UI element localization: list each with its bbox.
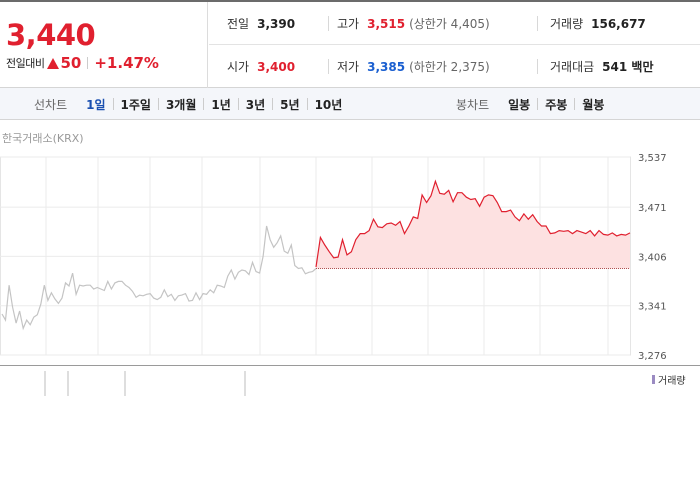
divider (537, 16, 538, 31)
chart-toolbar: 선차트 1일 1주일 3개월 1년 3년 5년 10년 봉차트 일봉 주봉 월봉 (0, 88, 700, 120)
divider (237, 98, 239, 110)
change-row: 전일대비 50 +1.47% (6, 54, 159, 72)
divider (537, 59, 538, 74)
stat-amount: 거래대금 541 백만 (550, 45, 653, 88)
y-tick-label: 3,537 (638, 153, 667, 164)
today-area (316, 181, 630, 269)
stats-table: 전일 3,390 고가 3,515 (상한가 4,405) 거래량 156,67… (209, 2, 700, 88)
y-tick-label: 3,471 (638, 203, 667, 214)
stat-value: 541 백만 (602, 60, 654, 74)
stat-label: 저가 (337, 60, 360, 74)
stat-low: 저가 3,385 (하한가 2,375) (337, 45, 490, 88)
stat-label: 거래량 (550, 17, 584, 31)
candle-chart-title: 봉차트 (456, 97, 490, 112)
period-tab[interactable]: 3년 (245, 97, 266, 112)
stat-open: 시가 3,400 (227, 45, 295, 88)
exchange-label: 한국거래소(KRX) (2, 132, 84, 145)
y-tick-label: 3,341 (638, 302, 667, 313)
change-value: 50 (60, 54, 82, 72)
price-chart[interactable]: 3,537 3,471 3,406 3,341 3,276 (0, 120, 700, 410)
stat-label: 거래대금 (550, 60, 595, 74)
stat-label: 전일 (227, 17, 250, 31)
change-label: 전일대비 (6, 57, 45, 70)
current-price: 3,440 (6, 18, 96, 52)
volume-swatch (652, 375, 655, 384)
stat-value: 3,390 (257, 16, 296, 31)
change-percent: +1.47% (94, 54, 159, 72)
line-chart-title: 선차트 (34, 97, 68, 112)
period-tab[interactable]: 10년 (314, 97, 343, 112)
candle-period-tab[interactable]: 주봉 (545, 97, 568, 112)
stats-row: 전일 3,390 고가 3,515 (상한가 4,405) 거래량 156,67… (209, 2, 700, 45)
stat-high: 고가 3,515 (상한가 4,405) (337, 2, 490, 45)
divider (537, 98, 539, 110)
line-chart-periods: 선차트 1일 1주일 3개월 1년 3년 5년 10년 (34, 88, 349, 120)
period-tab[interactable]: 3개월 (165, 97, 197, 112)
price-box: 3,440 전일대비 50 +1.47% (0, 2, 208, 88)
period-tab[interactable]: 1일 (86, 97, 106, 112)
top-border (0, 0, 700, 2)
stat-value: 3,385 (367, 59, 406, 74)
stat-volume: 거래량 156,677 (550, 2, 646, 45)
candle-period-tab[interactable]: 월봉 (582, 97, 605, 112)
y-tick-label: 3,276 (638, 351, 667, 362)
volume-legend: 거래량 (652, 372, 686, 387)
divider (328, 16, 329, 31)
period-tab[interactable]: 1주일 (120, 97, 151, 112)
stat-value: 3,400 (257, 59, 296, 74)
divider (87, 57, 89, 69)
y-tick-label: 3,406 (638, 252, 667, 263)
stats-row: 시가 3,400 저가 3,385 (하한가 2,375) 거래대금 541 백… (209, 45, 700, 88)
prior-session-line (1, 225, 317, 331)
today-price-line (315, 179, 631, 268)
divider (112, 98, 114, 110)
divider (574, 98, 576, 110)
stat-value: 156,677 (591, 16, 646, 31)
divider (157, 98, 159, 110)
volume-legend-label: 거래량 (658, 376, 686, 387)
divider (272, 98, 274, 110)
up-triangle-icon (47, 57, 60, 69)
candle-chart-periods: 봉차트 일봉 주봉 월봉 (456, 88, 611, 120)
stat-label: 고가 (337, 17, 360, 31)
stat-label: 시가 (227, 60, 250, 74)
upper-limit-text: (상한가 4,405) (409, 17, 490, 31)
divider (328, 59, 329, 74)
period-tab[interactable]: 5년 (280, 97, 300, 112)
divider (203, 98, 205, 110)
stat-prev-close: 전일 3,390 (227, 2, 295, 45)
divider (306, 98, 308, 110)
candle-period-tab[interactable]: 일봉 (508, 97, 531, 112)
stat-value: 3,515 (367, 16, 406, 31)
period-tab[interactable]: 1년 (211, 97, 231, 112)
quote-summary: 3,440 전일대비 50 +1.47% 전일 3,390 고가 3,515 (… (0, 2, 700, 88)
lower-limit-text: (하한가 2,375) (409, 60, 490, 74)
